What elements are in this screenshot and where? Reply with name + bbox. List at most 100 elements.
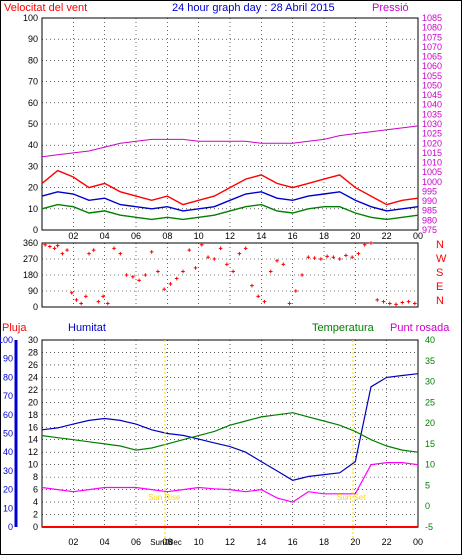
direction-point	[79, 301, 83, 306]
direction-point	[362, 242, 367, 247]
rain-tick-label: 20	[28, 397, 38, 407]
wind-x-tick-label: 22	[382, 231, 392, 241]
wind-x-tick-label: 04	[100, 231, 110, 241]
direction-point	[268, 269, 273, 274]
direction-point	[262, 299, 267, 304]
pressure-tick-label: 1030	[422, 119, 442, 129]
pressure-tick-label: 995	[422, 186, 437, 196]
rain-tick-label: 30	[28, 335, 38, 345]
pressure-tick-label: 985	[422, 206, 437, 216]
direction-point	[74, 298, 79, 302]
wind-x-tick-label: 14	[256, 231, 266, 241]
rain-tick-label: 4	[33, 497, 38, 507]
climate-x-tick-label: 22	[382, 537, 392, 547]
humidity-tick-label: 0	[8, 522, 13, 532]
direction-point	[206, 255, 210, 260]
rain-tick-label: 22	[28, 385, 38, 395]
humidity-tick-label: 60	[3, 410, 13, 420]
rain-tick-label: 18	[28, 410, 38, 420]
rain-tick-label: 0	[33, 522, 38, 532]
direction-point	[55, 243, 60, 248]
rain-tick-label: 24	[28, 372, 38, 382]
direction-point	[87, 251, 91, 256]
temperature-tick-label: 25	[425, 397, 435, 407]
direction-left-axis: 0 90 180 270 360	[23, 238, 38, 312]
direction-point	[106, 301, 110, 306]
wind-x-tick-label: 02	[68, 231, 78, 241]
humidity-label: Humitat	[68, 322, 106, 334]
pressure-tick-label: 1010	[422, 158, 442, 168]
direction-point	[375, 298, 380, 302]
rain-tick-label: 14	[28, 435, 38, 445]
pressure-right-axis: 9759809859909951000100510101015102010251…	[422, 13, 442, 235]
wind-x-tick-label: 08	[162, 231, 172, 241]
direction-point	[237, 251, 242, 256]
rain-label: Pluja	[2, 322, 27, 334]
pressure-tick-label: 1085	[422, 13, 442, 23]
direction-point	[101, 294, 105, 299]
direction-point	[275, 258, 279, 263]
series-humidity	[41, 373, 419, 481]
direction-point	[48, 244, 52, 249]
series-avg	[41, 191, 419, 212]
climate-x-tick-label: 04	[100, 537, 110, 547]
direction-point	[406, 299, 411, 304]
direction-point	[143, 273, 148, 277]
direction-point	[52, 246, 57, 251]
wind-x-tick-label: 00	[413, 231, 423, 241]
direction-point	[91, 248, 96, 252]
humidity-tick-label: 80	[3, 372, 13, 382]
pressure-label: Pressió	[372, 2, 409, 14]
direction-point	[181, 269, 185, 274]
direction-point	[43, 242, 47, 247]
compass-label: N	[436, 295, 444, 307]
direction-point	[162, 287, 166, 292]
climate-x-tick-label: 08	[162, 537, 172, 547]
direction-point	[287, 301, 292, 306]
series-gust	[41, 169, 419, 206]
pressure-tick-label: 1055	[422, 71, 442, 81]
wind-x-axis: 02 04 06 08 10 12 14 16 18 20 22 00	[68, 231, 423, 241]
direction-point	[156, 269, 160, 274]
humidity-tick-label: 100	[0, 335, 13, 345]
humidity-tick-label: 20	[3, 485, 13, 495]
climate-x-tick-label: 16	[288, 537, 298, 547]
direction-point	[118, 251, 123, 256]
direction-point	[200, 242, 204, 247]
rain-tick-label: 28	[28, 347, 38, 357]
rain-tick-label: 8	[33, 472, 38, 482]
wind-tick-label: 100	[23, 13, 38, 23]
pressure-tick-label: 1070	[422, 42, 442, 52]
direction-point	[281, 262, 286, 267]
pressure-tick-label: 980	[422, 215, 437, 225]
direction-tick-label: 360	[23, 238, 38, 248]
pressure-tick-label: 1035	[422, 109, 442, 119]
temperature-tick-label: 35	[425, 356, 435, 366]
direction-point	[250, 283, 254, 288]
wind-tick-label: 30	[28, 161, 38, 171]
pressure-tick-label: 1050	[422, 80, 442, 90]
temperature-tick-label: 20	[425, 418, 435, 428]
direction-point	[331, 255, 336, 260]
direction-tick-label: 180	[23, 270, 38, 280]
pressure-tick-label: 1000	[422, 177, 442, 187]
climate-x-tick-label: 02	[68, 537, 78, 547]
pressure-tick-label: 1075	[422, 32, 442, 42]
humidity-tick-label: 90	[3, 354, 13, 364]
dewpoint-label: Punt rosada	[390, 322, 450, 334]
temperature-tick-label: 5	[425, 480, 430, 490]
rain-tick-label: 2	[33, 510, 38, 520]
wind-x-tick-label: 16	[288, 231, 298, 241]
direction-point	[149, 250, 154, 254]
series-dewpoint	[41, 462, 419, 503]
wind-tick-label: 50	[28, 119, 38, 129]
pressure-tick-label: 1060	[422, 61, 442, 71]
series-pressure	[41, 125, 419, 158]
humidity-tick-label: 50	[3, 429, 13, 439]
wind-tick-label: 10	[28, 204, 38, 214]
pressure-tick-label: 1020	[422, 138, 442, 148]
wind-x-tick-label: 12	[225, 231, 235, 241]
temperature-tick-label: -5	[425, 522, 433, 532]
humidity-tick-label: 10	[3, 503, 13, 513]
climate-plot-area	[41, 339, 419, 528]
